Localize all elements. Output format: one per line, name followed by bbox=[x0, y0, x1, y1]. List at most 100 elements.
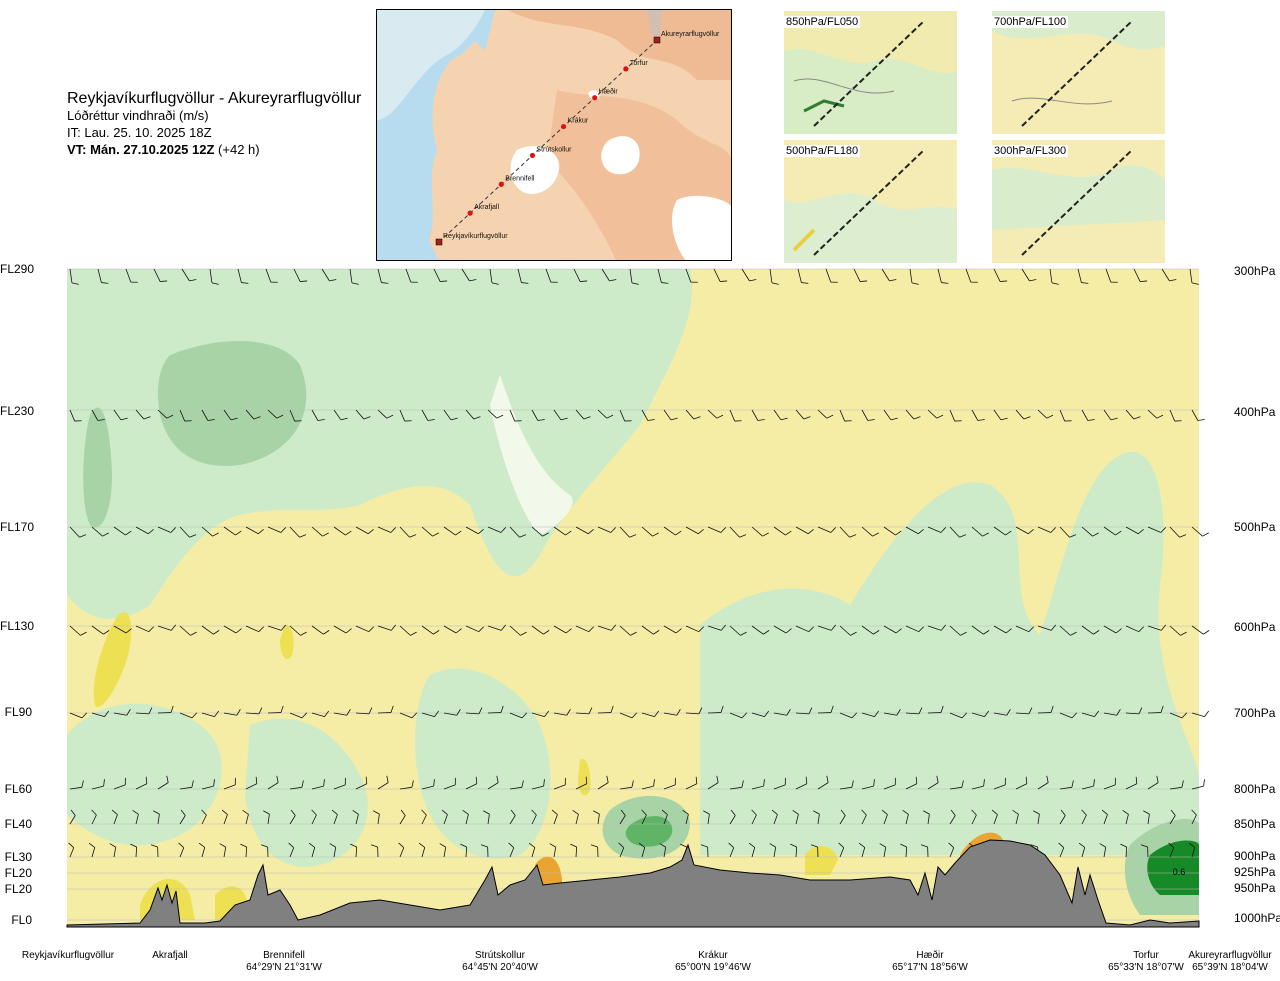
wind-barb bbox=[1191, 809, 1197, 825]
wind-barb bbox=[260, 844, 269, 858]
wind-barb bbox=[531, 809, 537, 825]
wind-barb bbox=[1191, 710, 1210, 717]
wind-barb bbox=[237, 268, 249, 284]
wind-barb bbox=[948, 842, 955, 858]
wind-barb bbox=[531, 625, 550, 635]
wind-barb bbox=[575, 625, 595, 633]
wind-barb bbox=[663, 777, 676, 790]
wind-barb bbox=[1081, 779, 1095, 790]
wind-barb bbox=[1081, 710, 1100, 717]
wind-barb bbox=[509, 712, 528, 719]
wind-barb bbox=[861, 526, 879, 537]
wind-barb bbox=[993, 526, 1012, 536]
wind-barb bbox=[242, 809, 249, 825]
wind-barb bbox=[1037, 705, 1054, 714]
wind-barb bbox=[509, 809, 516, 825]
wind-barb bbox=[1037, 409, 1054, 419]
wind-barb bbox=[153, 810, 160, 825]
wind-barb bbox=[465, 776, 478, 790]
wind-barb bbox=[377, 268, 389, 284]
wind-barb bbox=[311, 710, 330, 717]
wind-barb bbox=[531, 710, 550, 717]
wind-barb bbox=[135, 776, 148, 790]
wind-barb bbox=[179, 625, 197, 636]
hpa-label-950: 950hPa bbox=[1234, 881, 1276, 895]
wind-barb bbox=[1099, 843, 1107, 858]
wind-barb bbox=[487, 705, 504, 714]
wind-barb bbox=[1133, 268, 1148, 282]
wind-barb bbox=[1059, 625, 1077, 636]
hpa-label-300: 300hPa bbox=[1234, 264, 1276, 278]
wind-barb bbox=[905, 625, 925, 633]
wind-barb bbox=[267, 526, 287, 533]
wind-barb bbox=[949, 409, 962, 422]
wind-barb bbox=[641, 710, 660, 717]
wind-barb bbox=[729, 409, 742, 422]
wind-barb bbox=[861, 809, 867, 825]
wind-barb bbox=[531, 526, 549, 537]
wind-barb bbox=[619, 409, 632, 422]
wind-barb bbox=[399, 809, 406, 825]
wind-barb bbox=[69, 268, 79, 285]
wind-barb bbox=[937, 268, 949, 284]
wind-barb bbox=[751, 779, 765, 790]
wind-barb bbox=[685, 268, 698, 283]
wind-barb bbox=[905, 526, 924, 535]
wind-barb bbox=[1169, 712, 1188, 719]
wind-barb bbox=[219, 843, 227, 858]
wind-barb bbox=[245, 409, 261, 420]
wind-barb bbox=[597, 624, 617, 631]
wind-barb bbox=[663, 625, 682, 634]
wind-barb bbox=[991, 809, 998, 825]
wind-barb bbox=[531, 779, 545, 790]
wind-barb bbox=[509, 526, 527, 538]
wind-barb bbox=[927, 775, 939, 790]
wind-barb bbox=[638, 842, 646, 858]
wind-barb bbox=[1037, 526, 1057, 533]
wind-barb bbox=[245, 776, 258, 790]
wind-barb bbox=[69, 712, 88, 719]
wind-barb bbox=[663, 709, 681, 716]
wind-barb bbox=[553, 625, 572, 634]
wind-barb bbox=[1169, 409, 1182, 422]
wind-barb bbox=[1105, 268, 1118, 283]
wind-barb bbox=[509, 409, 522, 422]
wind-barb bbox=[157, 409, 174, 419]
wind-barb bbox=[641, 779, 655, 790]
wind-barb bbox=[460, 843, 468, 858]
wind-barb bbox=[553, 777, 566, 790]
updraft-yellow-left bbox=[93, 612, 132, 707]
wind-barb bbox=[1169, 809, 1176, 825]
wind-barb bbox=[661, 809, 668, 825]
wind-barb bbox=[773, 709, 791, 716]
wind-barb bbox=[1168, 842, 1175, 858]
wind-barb bbox=[1078, 842, 1086, 858]
mini-map-500-graphic bbox=[784, 140, 957, 263]
wind-barb bbox=[1103, 526, 1122, 536]
wind-barb bbox=[373, 810, 380, 825]
wind-barb bbox=[909, 268, 919, 285]
route-waypoint: Brennifell bbox=[498, 175, 535, 187]
wind-barb bbox=[489, 268, 499, 285]
wind-barb bbox=[135, 409, 151, 420]
wind-barb bbox=[1125, 409, 1141, 420]
wind-barb bbox=[1081, 409, 1095, 421]
wind-barb bbox=[773, 526, 792, 536]
valid-time: VT: Mán. 27.10.2025 12Z (+42 h) bbox=[67, 141, 361, 158]
route-waypoint-label: Torfur bbox=[630, 60, 649, 67]
wind-barb bbox=[267, 409, 284, 419]
wind-barb bbox=[179, 712, 198, 719]
wind-barb bbox=[920, 844, 929, 858]
fl-label-40: FL40 bbox=[4, 817, 32, 831]
wind-barb bbox=[795, 707, 813, 715]
wind-barb bbox=[853, 268, 868, 282]
fl-label-60: FL60 bbox=[4, 782, 32, 796]
wind-barb bbox=[773, 777, 786, 790]
wind-barb bbox=[111, 809, 118, 825]
route-map: Akureyrarflugvöllur Torfur Hæðir Krákur Strú… bbox=[376, 9, 732, 261]
wind-barb bbox=[1189, 268, 1199, 285]
wind-barb bbox=[729, 625, 747, 636]
wind-barb bbox=[949, 625, 967, 636]
wind-barb bbox=[1169, 526, 1187, 538]
route-title: Reykjavíkurflugvöllur - Akureyrarflugvöl… bbox=[67, 90, 362, 107]
